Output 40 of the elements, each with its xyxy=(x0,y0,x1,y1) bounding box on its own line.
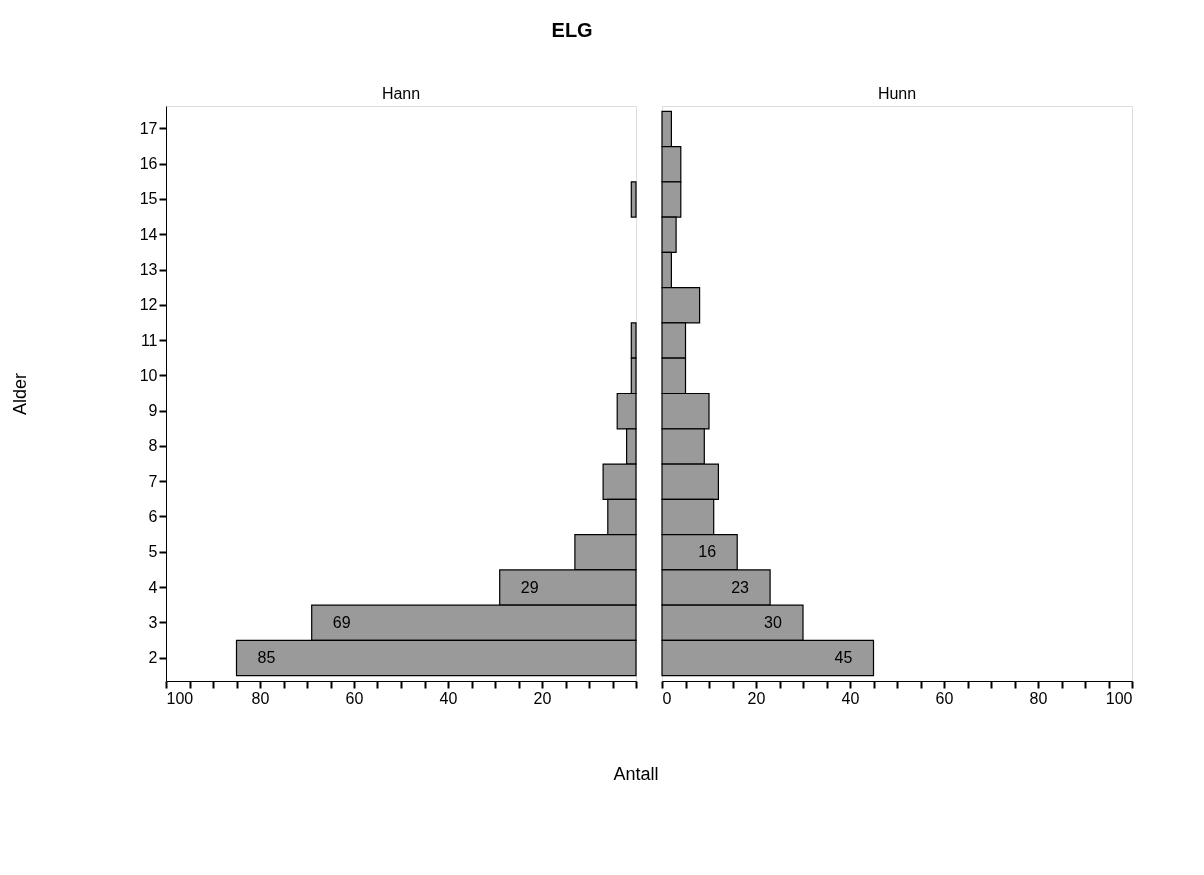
y-tick-label: 5 xyxy=(148,543,158,561)
text: Hann xyxy=(381,85,421,102)
y-tick-label: 9 xyxy=(148,402,158,420)
bar xyxy=(630,181,637,218)
y-tick-label: 11 xyxy=(140,331,158,349)
y-axis-title: Alder xyxy=(9,372,30,416)
y-tick-label: 10 xyxy=(139,366,158,384)
y-tick-label: 17 xyxy=(139,119,158,137)
y-tick-label: 16 xyxy=(139,155,158,173)
y-tick-label: 12 xyxy=(139,296,158,314)
x-tick-label: 80 xyxy=(251,689,270,707)
x-tick-label: 60 xyxy=(345,689,364,707)
x-tick-label: 60 xyxy=(935,689,954,707)
data-label: 16 xyxy=(698,543,717,561)
y-tick-label: 7 xyxy=(148,472,158,490)
x-tick-label: 20 xyxy=(747,689,766,707)
y-tick-label: 6 xyxy=(148,507,158,525)
data-label: 23 xyxy=(731,578,750,596)
y-tick-label: 4 xyxy=(148,578,158,596)
data-label: 85 xyxy=(257,649,276,667)
x-tick-label: 40 xyxy=(841,689,860,707)
x-axis-title: Antall xyxy=(613,764,659,784)
data-label: 45 xyxy=(834,649,853,667)
y-tick-label: 8 xyxy=(148,437,158,455)
y-tick-label: 3 xyxy=(148,613,158,631)
x-tick-label: 100 xyxy=(1105,689,1133,707)
data-label: 30 xyxy=(764,613,782,631)
x-tick-label: 20 xyxy=(533,689,552,707)
x-tick-label: 80 xyxy=(1029,689,1048,707)
x-tick-label: 40 xyxy=(439,689,458,707)
chart-title: ELG xyxy=(551,18,593,41)
x-tick-label: 100 xyxy=(166,689,194,707)
x-tick-label: 0 xyxy=(662,689,672,707)
y-tick-label: 15 xyxy=(139,190,158,208)
data-label: 29 xyxy=(520,578,539,596)
text: Hunn xyxy=(877,85,917,102)
data-label: 69 xyxy=(332,613,351,631)
y-tick-label: 14 xyxy=(139,225,158,243)
y-tick-label: 2 xyxy=(148,649,158,667)
y-tick-label: 13 xyxy=(139,261,158,279)
